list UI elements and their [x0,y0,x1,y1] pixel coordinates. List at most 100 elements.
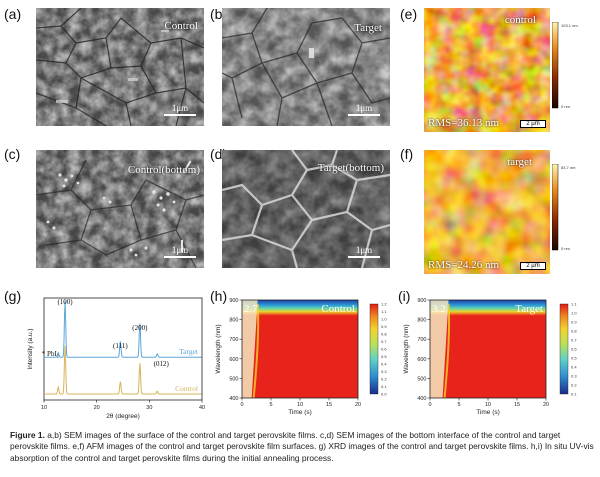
panel-f-label: (f) [400,146,414,162]
heatmap-colorbar-tick: 0.4 [381,362,387,367]
sem-image-target-bottom: Target(bottom) 1μm [222,150,390,268]
heatmap-title: Target [515,303,543,315]
xrd-xtick-label: 30 [146,405,152,411]
afm-image-target: target RMS=24.26 nm 2 μm [424,150,550,274]
panel-e-cb-bottom: 0 nm [561,104,571,109]
heatmap-ylabel: Wavelength (nm) [403,324,410,373]
panel-f-cb-top: 83.7 nm [561,165,576,170]
afm-image-control: control RMS=36.13 nm 2 μm [424,8,550,132]
panel-e-scalebar: 2 μm [520,120,546,128]
heatmap-colorbar-tick: 0.7 [381,339,387,344]
heatmap-ytick-label: 900 [229,298,238,304]
heatmap-ylabel: Wavelength (nm) [215,324,222,373]
panel-f-colorbar: 83.7 nm 0 nm [552,164,576,251]
xrd-legend-target: Target [179,347,199,356]
panel-c-scale-text: 1μm [171,245,189,255]
panel-a-title: Control [164,20,198,32]
heatmap-colorbar [369,303,379,395]
panel-e-rms: RMS=36.13 nm [428,117,499,129]
heatmap-top-band [242,300,358,316]
panel-f-rms: RMS=24.26 nm [428,259,499,271]
heatmap-ytick-label: 700 [229,337,238,343]
heatmap-ytick-label: 400 [229,396,238,402]
heatmap-xlabel: Time (s) [476,409,500,416]
heatmap-colorbar-tick: 0.6 [571,347,577,352]
heatmap-xtick-label: 5 [269,402,272,408]
heatmap-early-region [430,300,449,398]
heatmap-colorbar-tick: 1.2 [381,302,387,307]
xrd-xtick-label: 20 [94,405,100,411]
xrd-peak-label: * PbI₂ [42,350,60,358]
sem-image-target-surface: Target 1μm [222,8,390,126]
heatmap-colorbar-tick: 0.6 [381,347,387,352]
panel-f-scalebar: 2 μm [520,262,546,270]
caption-text: a,b) SEM images of the surface of the co… [10,430,594,463]
xrd-series-control [44,346,202,395]
heatmap-early-region [242,300,258,398]
heatmap-ytick-label: 700 [417,337,426,343]
heatmap-colorbar-tick: 0.8 [571,329,577,334]
heatmap-ytick-label: 500 [417,376,426,382]
heatmap-colorbar-tick: 0.1 [571,392,577,397]
heatmap-xtick-label: 15 [326,402,332,408]
heatmap-colorbar-tick: 0.9 [571,320,577,325]
panel-e-colorbar: 103.1 nm 0 nm [552,22,578,109]
panel-c-title: Control(bottom) [127,164,200,176]
panel-d-scale-text: 1μm [355,245,373,255]
heatmap-xlabel: Time (s) [288,409,312,416]
heatmap-colorbar-tick: 0.8 [381,332,387,337]
heatmap-xtick-label: 0 [428,402,431,408]
uvvis-heatmap-target: 0 5 10 15 20 400 500 600 700 800 900 Time (s) Wavele… [403,298,577,416]
heatmap-colorbar-tick: 0.2 [571,383,577,388]
caption-label: Figure 1. [10,430,45,440]
xrd-plot-frame [43,297,203,401]
heatmap-colorbar-tick: 1.0 [571,311,577,316]
heatmap-ytick-label: 900 [417,298,426,304]
heatmap-ytick-label: 800 [229,318,238,324]
heatmap-ytick-label: 600 [229,357,238,363]
heatmap-colorbar-tick: 0.3 [571,374,577,379]
panel-e-label: (e) [400,6,418,22]
heatmap-ytick-label: 400 [417,396,426,402]
panel-b-scalebar: 1μm [348,103,380,116]
xrd-series-target [44,301,202,358]
heatmap-colorbar-tick: 0.2 [381,377,387,382]
heatmap-transition-front [443,303,451,399]
xrd-xtick-label: 40 [199,405,205,411]
panel-a-label: (a) [4,6,22,22]
panel-g-label: (g) [4,288,22,304]
xrd-chart: Target Control * PbI₂ (100) (111) (200) (012) 1… [27,297,205,420]
xrd-peak-label: (200) [132,324,148,332]
panel-e-title: control [504,14,536,26]
heatmap-ytick-label: 600 [417,357,426,363]
heatmap-colorbar-tick: 0.5 [571,356,577,361]
panel-b-scale-text: 1μm [355,103,373,113]
panel-h-label: (h) [210,288,228,304]
heatmap-colorbar-tick: 0.5 [381,354,387,359]
heatmap-colorbar-tick: 0.0 [381,392,387,397]
heatmap-colorbar-tick: 0.1 [381,384,387,389]
heatmap-colorbar-tick: 1.1 [381,309,387,314]
xrd-legend-control: Control [175,384,198,393]
heatmap-xtick-label: 10 [485,402,491,408]
xrd-peak-label: (012) [154,360,170,368]
heatmap-xtick-label: 10 [297,402,303,408]
heatmap-ytick-label: 500 [229,376,238,382]
heatmap-xtick-label: 20 [543,402,549,408]
xrd-peak-label: (111) [113,342,128,350]
panel-c-label: (c) [4,146,21,162]
heatmap-top-band [430,300,546,316]
heatmap-colorbar-tick: 0.4 [571,365,577,370]
heatmap-colorbar-tick: 0.3 [381,369,387,374]
heatmap-colorbar-tick: 0.9 [381,324,387,329]
heatmap-xtick-label: 15 [514,402,520,408]
sem-image-control-surface: Control 1μm [36,8,204,126]
heatmap-transition-annotation: 2.7 [244,303,258,315]
panel-e-cb-top: 103.1 nm [561,23,578,28]
panel-b-title: Target [354,22,382,34]
heatmap-field [242,300,358,398]
sem-image-control-bottom: Control(bottom) 1μm [36,150,204,268]
panel-c-scalebar: 1μm [164,245,196,258]
panel-f-cb-bottom: 0 nm [561,246,571,251]
panel-d-scalebar: 1μm [348,245,380,258]
